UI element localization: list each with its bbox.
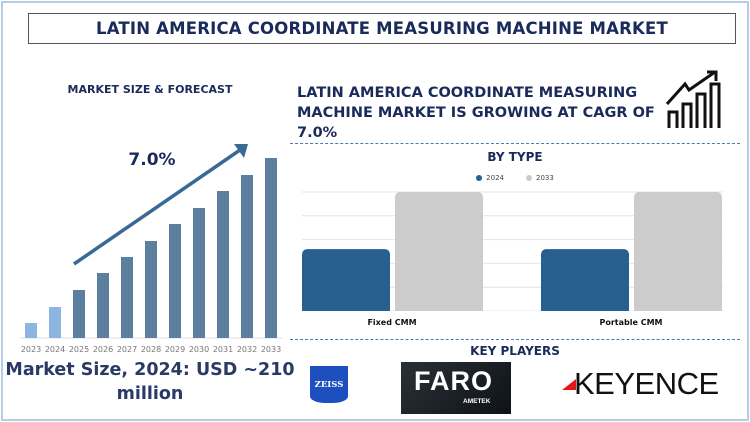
- bar-2025: [73, 290, 85, 338]
- divider: [290, 143, 740, 144]
- bar-fixed-cmm-2024: [302, 249, 390, 315]
- divider: [290, 339, 740, 340]
- year-label: 2029: [165, 345, 185, 354]
- keyence-logo: KEYENCE: [562, 366, 719, 402]
- year-label: 2028: [141, 345, 161, 354]
- year-label: 2033: [261, 345, 281, 354]
- bar-2027: [121, 257, 133, 338]
- by-type-title: BY TYPE: [487, 150, 543, 164]
- bar-2026: [97, 273, 109, 338]
- year-label: 2023: [21, 345, 41, 354]
- category-label: Fixed CMM: [367, 318, 416, 327]
- cagr-heading: LATIN AMERICA COORDINATE MEASURING MACHI…: [297, 85, 655, 141]
- year-label: 2024: [45, 345, 65, 354]
- bar-2031: [217, 191, 229, 338]
- bar-2030: [193, 208, 205, 338]
- year-label: 2027: [117, 345, 137, 354]
- year-label: 2026: [93, 345, 113, 354]
- by-type-chart: Fixed CMM Portable CMM: [290, 191, 740, 331]
- year-label: 2025: [69, 345, 89, 354]
- bar-2024: [49, 307, 61, 338]
- arrow-head-icon: [234, 144, 248, 158]
- category-label: Portable CMM: [600, 318, 663, 327]
- market-forecast-chart: 2023 2024 2025 2026 2027 2028 2029 2030 2031 2032…: [20, 144, 282, 354]
- page-title: LATIN AMERICA COORDINATE MEASURING MACHI…: [28, 13, 736, 44]
- bar-fixed-cmm-2033: [395, 192, 483, 315]
- bar-portable-cmm-2033: [634, 192, 722, 315]
- bar-2032: [241, 175, 253, 338]
- growth-chart-icon: [665, 70, 721, 128]
- trend-arrow: [73, 148, 241, 266]
- legend-item-2024: 2024: [476, 174, 504, 182]
- by-type-legend: 2024 2033: [290, 174, 740, 182]
- bar-2023: [25, 323, 37, 338]
- bar-2029: [169, 224, 181, 338]
- bar-2028: [145, 241, 157, 338]
- market-size-heading: MARKET SIZE & FORECAST: [67, 83, 233, 96]
- zeiss-logo: ZEISS: [310, 366, 348, 403]
- year-label: 2032: [237, 345, 257, 354]
- bar-mask: [290, 311, 740, 331]
- key-players-title: KEY PLAYERS: [470, 344, 560, 358]
- year-label: 2030: [189, 345, 209, 354]
- bar-2033: [265, 158, 277, 338]
- bar-portable-cmm-2024: [541, 249, 629, 315]
- legend-item-2033: 2033: [526, 174, 554, 182]
- faro-logo: FARO AMETEK: [401, 362, 511, 414]
- year-label: 2031: [213, 345, 233, 354]
- cagr-label: 7.0%: [128, 150, 175, 170]
- market-size-text: Market Size, 2024: USD ~210 million: [5, 360, 295, 404]
